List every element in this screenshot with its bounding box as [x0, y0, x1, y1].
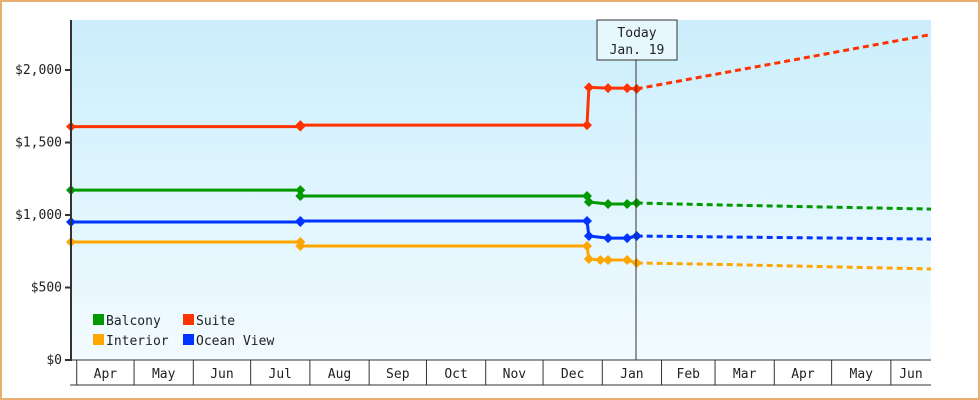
data-point[interactable]	[631, 258, 642, 269]
data-point[interactable]	[582, 215, 592, 226]
legend-swatch	[183, 314, 194, 325]
x-tick-label: Jul	[269, 367, 292, 382]
today-box	[596, 19, 678, 61]
legend-item[interactable]: Interior	[93, 334, 169, 349]
x-tick-label: Apr	[791, 367, 815, 382]
data-point[interactable]	[582, 120, 592, 131]
series-interior	[66, 236, 932, 271]
x-tick-label: Apr	[94, 367, 118, 382]
legend-label: Ocean View	[196, 334, 274, 349]
today-marker: Today Jan. 19	[596, 19, 678, 360]
data-point[interactable]	[583, 82, 594, 93]
forecast-line	[636, 201, 932, 211]
data-point[interactable]	[582, 241, 592, 252]
data-point[interactable]	[583, 253, 594, 264]
data-point[interactable]	[603, 198, 614, 209]
legend: Balcony Suite Interior Ocean View	[93, 314, 274, 349]
data-point[interactable]	[295, 215, 306, 226]
data-point[interactable]	[583, 231, 594, 242]
x-tick-label: Jun	[899, 367, 922, 382]
x-tick-label: Aug	[328, 367, 351, 382]
legend-swatch	[93, 334, 104, 345]
data-point[interactable]	[603, 83, 614, 94]
y-tick-label: $1,500	[15, 136, 62, 151]
data-point[interactable]	[622, 198, 633, 209]
x-tick-label: Jun	[210, 367, 233, 382]
legend-item[interactable]: Suite	[183, 314, 235, 329]
x-tick-label: May	[850, 367, 874, 382]
today-label: Today	[617, 26, 656, 41]
legend-label: Suite	[196, 314, 235, 329]
data-point[interactable]	[595, 254, 606, 265]
x-tick-label: Sep	[386, 367, 410, 382]
data-point[interactable]	[622, 83, 633, 94]
data-point[interactable]	[631, 83, 642, 94]
y-tick-label: $0	[46, 353, 62, 368]
y-tick-label: $500	[31, 281, 62, 296]
data-point[interactable]	[622, 254, 633, 265]
forecast-line	[636, 234, 932, 241]
legend-label: Interior	[106, 334, 169, 349]
series-suite	[66, 33, 932, 132]
today-date: Jan. 19	[610, 43, 665, 58]
series-ocean-view	[66, 215, 932, 244]
legend-label: Balcony	[106, 314, 161, 329]
x-tick-label: Jan	[620, 367, 643, 382]
data-point[interactable]	[295, 185, 306, 196]
legend-item[interactable]: Ocean View	[183, 334, 274, 349]
legend-item[interactable]: Balcony	[93, 314, 161, 329]
y-tick-label: $1,000	[15, 208, 62, 223]
data-point[interactable]	[622, 233, 633, 244]
x-tick-label: Mar	[733, 367, 757, 382]
data-point[interactable]	[603, 233, 614, 244]
x-tick-label: Oct	[444, 367, 467, 382]
x-tick-label: Feb	[677, 367, 701, 382]
data-point[interactable]	[631, 197, 642, 208]
data-point[interactable]	[631, 231, 642, 242]
data-point[interactable]	[295, 120, 306, 131]
x-tick-label: Nov	[503, 367, 527, 382]
forecast-line	[636, 261, 932, 271]
legend-swatch	[183, 334, 194, 345]
legend-swatch	[93, 314, 104, 325]
data-point[interactable]	[295, 191, 306, 202]
data-point[interactable]	[603, 254, 614, 265]
data-point[interactable]	[295, 241, 306, 252]
x-tick-label: May	[152, 367, 176, 382]
y-tick-label: $2,000	[15, 63, 62, 78]
data-point[interactable]	[583, 196, 594, 207]
x-tick-label: Dec	[561, 367, 584, 382]
